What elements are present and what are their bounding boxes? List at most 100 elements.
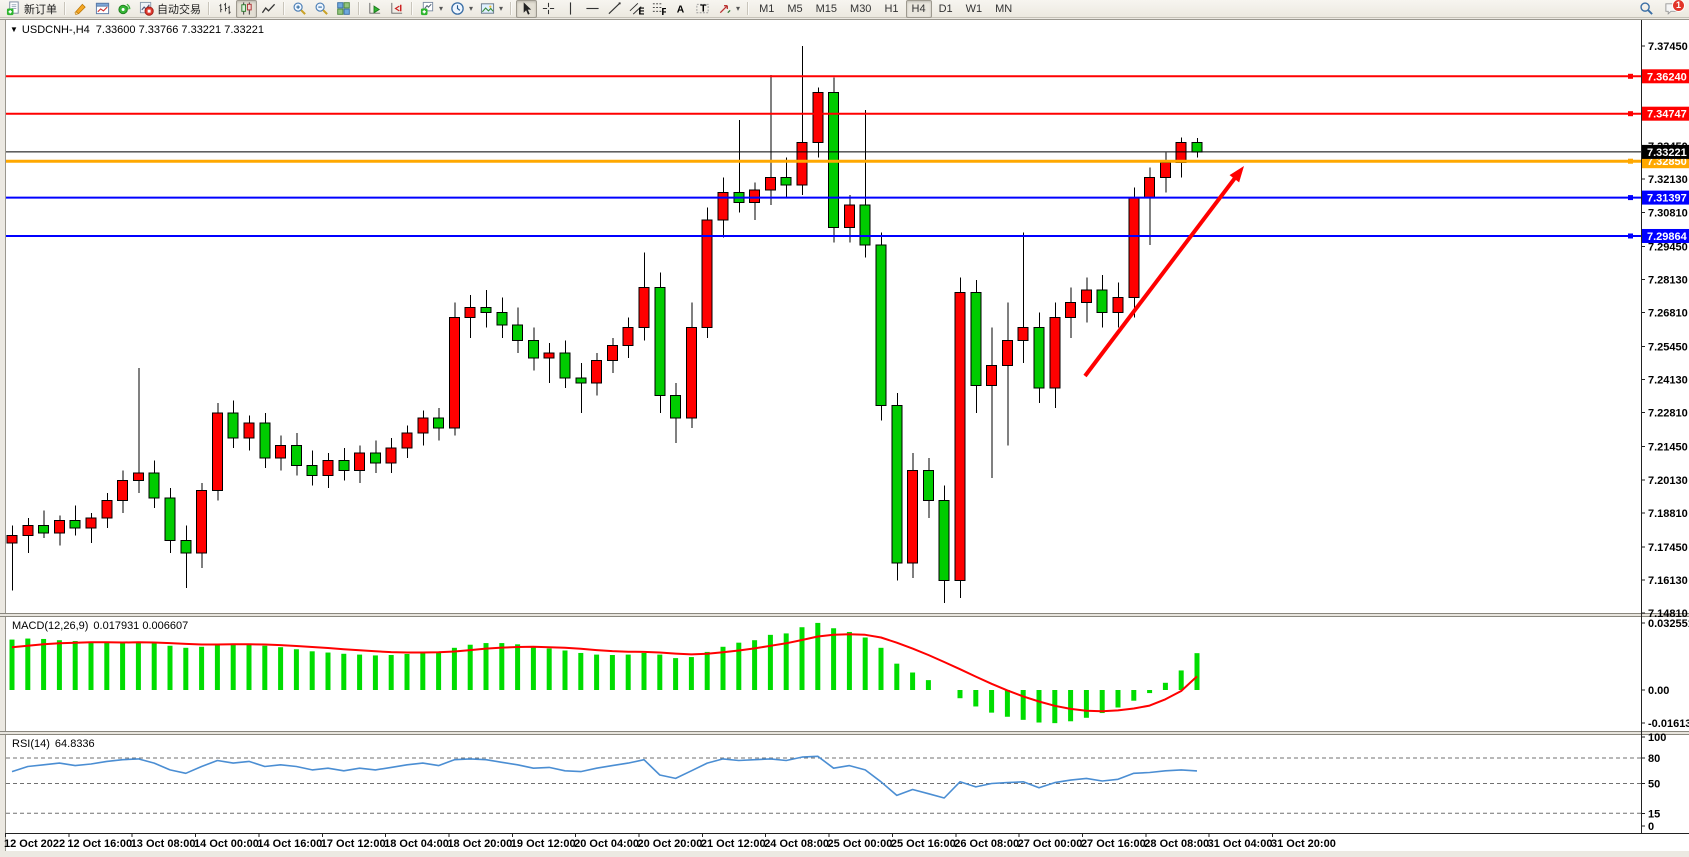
fibonacci-icon: F [651, 1, 666, 16]
timeframe-m1-button[interactable]: M1 [759, 2, 775, 15]
main-toolbar: 新订单 自动交易 ▾ ▾ ▾ E F A T ▾ M1 M5 M15 M30 H1 H4 D1 W1 MN 1 [0, 0, 1689, 18]
svg-text:7.33221: 7.33221 [1647, 147, 1687, 159]
macd-histogram-bar [673, 658, 679, 690]
tile-windows-icon [336, 1, 351, 16]
collapse-arrow-icon[interactable]: ▼ [10, 25, 18, 34]
zoom-in-button[interactable] [289, 0, 310, 18]
macd-scale-label: -0.016137 [1648, 718, 1689, 730]
equidistant-channel-button[interactable]: E [626, 0, 647, 18]
marker-button[interactable] [70, 0, 91, 18]
trend-line-button[interactable] [604, 0, 625, 18]
time-tick-label: 28 Oct 08:00 [1144, 838, 1209, 850]
resistance-1-line[interactable] [6, 73, 1641, 79]
signals-icon [117, 1, 132, 16]
auto-scroll-icon [367, 1, 382, 16]
macd-histogram-bar [483, 643, 489, 690]
chevron-down-icon[interactable]: ▾ [499, 4, 504, 13]
time-tick-label: 18 Oct 20:00 [447, 838, 512, 850]
horizontal-line-button[interactable] [582, 0, 603, 18]
macd-histogram-bar [1020, 690, 1026, 720]
periods-button[interactable]: ▾ [447, 0, 476, 18]
window-bottom-strip [0, 851, 1689, 857]
resistance-2-line[interactable] [6, 111, 1641, 117]
toolbar-group [289, 0, 354, 18]
macd-histogram-bar [720, 646, 726, 690]
time-tick-label: 13 Oct 08:00 [131, 838, 196, 850]
chevron-down-icon[interactable]: ▾ [736, 4, 741, 13]
new-chart-icon [420, 1, 435, 16]
timeframe-m15-button[interactable]: M15 [815, 2, 838, 15]
chart-shift-button[interactable] [386, 0, 407, 18]
chart-window-button[interactable] [92, 0, 113, 18]
timeframe-mn-button[interactable]: MN [995, 2, 1013, 15]
pane-splitter[interactable] [0, 613, 1689, 617]
new-order-button[interactable]: 新订单 [3, 0, 60, 18]
chart-background [5, 19, 1689, 851]
current-price-badge: 7.33221 [1642, 144, 1689, 159]
cursor-button[interactable] [516, 0, 538, 18]
horizontal-line-icon [585, 1, 600, 16]
cursor-icon [519, 1, 534, 16]
templates-button[interactable]: ▾ [477, 0, 506, 18]
svg-text:7.36240: 7.36240 [1647, 71, 1687, 83]
price-tick-label: 7.37450 [1648, 41, 1688, 53]
zoom-in-icon [292, 1, 307, 16]
autotrading-label: 自动交易 [157, 3, 201, 16]
rsi-scale-label: 100 [1648, 732, 1666, 744]
support-1-line[interactable] [6, 195, 1641, 201]
pivot-line[interactable] [6, 158, 1641, 164]
timeframe-m5-button[interactable]: M5 [787, 2, 803, 15]
timeframe-w1-button[interactable]: W1 [965, 2, 983, 15]
pane-splitter[interactable] [0, 731, 1689, 735]
crosshair-button[interactable] [538, 0, 559, 18]
timeframe-h4-button[interactable]: H4 [905, 0, 932, 18]
time-tick-label: 31 Oct 04:00 [1208, 838, 1273, 850]
toolbar-separator [747, 2, 750, 15]
toolbar-group: 自动交易 [70, 0, 204, 18]
time-tick-label: 24 Oct 08:00 [764, 838, 829, 850]
new-order-icon [6, 1, 21, 16]
candlestick-chart-button[interactable] [236, 0, 257, 18]
macd-histogram-bar [546, 648, 552, 690]
auto-scroll-button[interactable] [364, 0, 385, 18]
time-tick-label: 20 Oct 20:00 [638, 838, 703, 850]
timeframe-h1-button[interactable]: H1 [884, 2, 899, 15]
text-button[interactable]: A [670, 0, 691, 18]
signals-button[interactable] [114, 0, 135, 18]
autotrading-button[interactable]: 自动交易 [136, 0, 204, 18]
timeframe-m30-button[interactable]: M30 [850, 2, 872, 15]
text-label-button[interactable]: T [692, 0, 713, 18]
new-chart-button[interactable]: ▾ [417, 0, 446, 18]
bar-chart-button[interactable] [214, 0, 235, 18]
chevron-down-icon[interactable]: ▾ [439, 4, 444, 13]
toolbar-group [214, 0, 279, 18]
zoom-out-button[interactable] [311, 0, 332, 18]
macd-histogram-bar [499, 643, 505, 690]
price-tick-label: 7.29450 [1648, 241, 1688, 253]
price-tick-label: 7.30810 [1648, 207, 1688, 219]
chevron-down-icon[interactable]: ▾ [469, 4, 474, 13]
svg-text:7.34747: 7.34747 [1647, 109, 1687, 121]
timeframe-d1-button[interactable]: D1 [938, 2, 953, 15]
tile-windows-button[interactable] [333, 0, 354, 18]
support-1-price-badge: 7.31397 [1642, 190, 1689, 205]
macd-histogram-bar [641, 652, 647, 690]
macd-histogram-bar [957, 690, 963, 699]
trend-arrow-annotation[interactable] [1083, 166, 1244, 378]
macd-histogram-bar [120, 642, 126, 690]
macd-histogram-bar [1162, 682, 1168, 690]
arrows-button[interactable]: ▾ [714, 0, 743, 18]
line-chart-button[interactable] [258, 0, 279, 18]
fibonacci-button[interactable]: F [648, 0, 669, 18]
rsi-scale-label: 0 [1648, 821, 1654, 833]
support-2-line[interactable] [6, 233, 1641, 239]
macd-histogram-bar [578, 652, 584, 690]
macd-histogram-bar [325, 652, 331, 690]
macd-histogram-bar [799, 627, 805, 690]
line-chart-icon [261, 1, 276, 16]
time-tick-label: 25 Oct 00:00 [828, 838, 893, 850]
search-button[interactable] [1636, 0, 1657, 18]
notifications-button[interactable]: 1 [1661, 0, 1685, 18]
vertical-line-button[interactable] [560, 0, 581, 18]
